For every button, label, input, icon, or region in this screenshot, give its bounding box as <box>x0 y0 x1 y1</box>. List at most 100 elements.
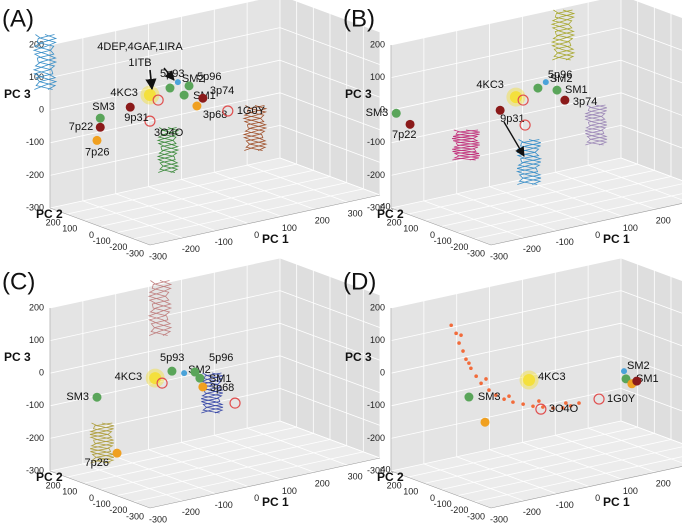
grid-line <box>390 125 622 176</box>
y-tick-label: -300 <box>467 511 485 521</box>
grid-line <box>279 257 381 296</box>
z-tick-label: 0 <box>380 368 385 378</box>
structure <box>242 105 268 151</box>
grid-line <box>390 388 622 439</box>
grid-line <box>49 157 281 209</box>
grid-line <box>49 388 281 439</box>
point <box>152 94 164 106</box>
x-tick-label: 100 <box>282 223 297 233</box>
structure <box>550 9 576 61</box>
panel: -300-200-1000100200300400-300-200-100010… <box>343 257 682 524</box>
grid-line <box>457 183 682 234</box>
grid-line <box>49 92 281 144</box>
point <box>198 93 208 103</box>
structure <box>242 105 268 151</box>
z-tick-label: -200 <box>367 433 385 443</box>
axis-edge <box>49 207 151 246</box>
point <box>140 85 160 105</box>
z-axis-title: PC 3 <box>4 350 31 364</box>
x-tick-label: -300 <box>149 251 167 261</box>
x-tick-label: 200 <box>656 479 671 489</box>
point-label: SM1 <box>209 373 232 385</box>
grid-line <box>390 290 622 341</box>
structure <box>32 34 57 90</box>
point <box>593 393 605 405</box>
point-label: SM3 <box>92 101 115 113</box>
grid-line <box>83 432 314 484</box>
z-tick-label: -100 <box>26 400 44 410</box>
cloud-point <box>487 388 491 392</box>
z-tick-label: -100 <box>367 400 385 410</box>
y-axis-title: PC 2 <box>377 207 404 221</box>
axis-edge <box>390 470 492 509</box>
structure <box>516 139 543 185</box>
cloud-point <box>531 404 535 409</box>
x-tick-label: 0 <box>595 230 600 240</box>
z-tick-label: 200 <box>370 302 385 312</box>
point <box>198 382 208 392</box>
grid-line <box>116 445 347 497</box>
cloud-point <box>494 393 498 397</box>
z-tick-label: -100 <box>26 137 44 147</box>
grid-line <box>620 157 682 181</box>
z-tick-label: 200 <box>370 39 385 49</box>
y-tick-label: -300 <box>126 248 144 258</box>
z-tick-label: 100 <box>29 72 44 82</box>
grid-line <box>620 420 682 444</box>
point <box>92 135 102 145</box>
x-tick-label: 0 <box>254 493 259 503</box>
point <box>95 113 105 123</box>
point <box>174 79 181 86</box>
cloud-point <box>464 357 468 362</box>
panel: -300-200-1000100200300400-300-200-100010… <box>2 0 396 261</box>
z-tick-label: 200 <box>29 39 44 49</box>
y-tick-label: -200 <box>109 505 127 515</box>
point <box>190 367 200 377</box>
point <box>125 102 135 112</box>
point-label: 3p68 <box>203 109 227 121</box>
cloud-point <box>469 366 473 371</box>
point <box>506 87 526 107</box>
x-tick-label: -300 <box>149 514 167 524</box>
grid-line <box>49 420 281 472</box>
point-label: 3p74 <box>210 85 234 97</box>
point-label: SM2 <box>550 73 573 85</box>
structure <box>452 129 480 161</box>
pane-back <box>50 0 280 208</box>
grid-line <box>620 322 682 347</box>
point <box>621 368 628 375</box>
y-tick-label: 0 <box>89 493 94 503</box>
point <box>517 94 529 106</box>
point <box>464 392 474 402</box>
point-label: 7p22 <box>69 121 93 133</box>
cloud-point <box>467 361 471 365</box>
point-label: 7p22 <box>392 129 416 141</box>
grid-line <box>49 355 281 407</box>
grid-line <box>620 59 682 84</box>
grid-line <box>49 0 259 46</box>
cloud-point <box>457 341 461 345</box>
grid-line <box>279 355 381 394</box>
cloud-point <box>459 333 463 337</box>
structure <box>200 372 224 414</box>
point <box>519 370 539 390</box>
cloud-point <box>551 406 555 410</box>
point-label: SM2 <box>627 360 650 372</box>
point-label: SM1 <box>565 84 588 96</box>
y-tick-label: 0 <box>430 493 435 503</box>
arrow <box>145 69 157 91</box>
structure <box>551 9 576 61</box>
grid-line <box>279 388 381 426</box>
y-tick-label: 0 <box>89 230 94 240</box>
x-tick-label: -200 <box>523 507 541 517</box>
grid-line <box>390 420 622 472</box>
point <box>167 366 177 376</box>
grid-line <box>620 125 682 149</box>
grid-line <box>49 257 281 309</box>
point <box>480 417 490 427</box>
z-tick-label: -300 <box>367 202 385 212</box>
grid-line <box>279 125 381 163</box>
structure <box>89 422 114 464</box>
x-tick-label: -100 <box>215 237 233 247</box>
